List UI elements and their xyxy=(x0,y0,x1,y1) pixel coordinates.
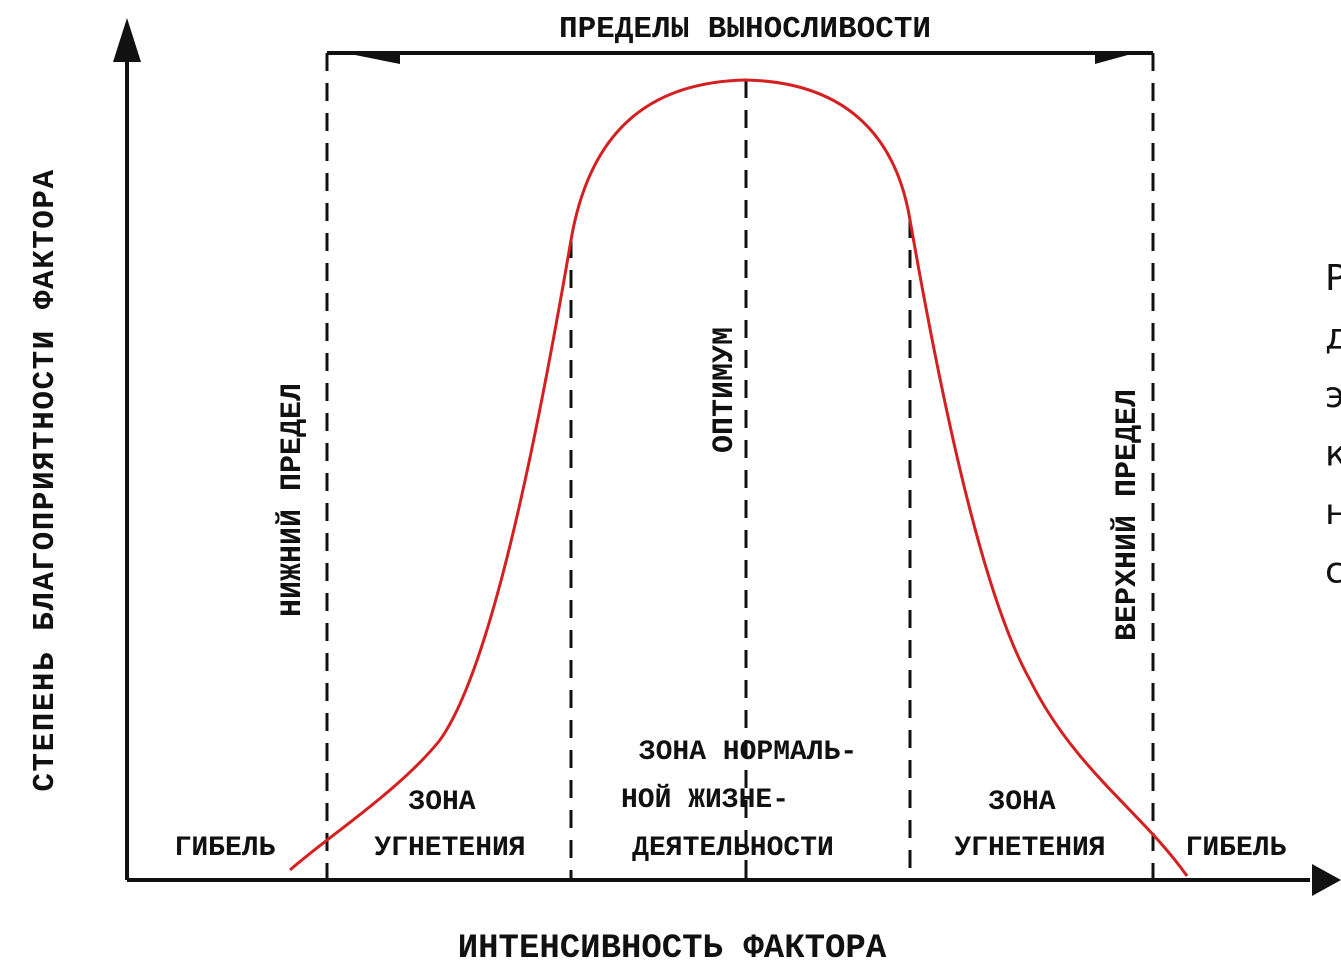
zone-label: ЗОНА xyxy=(408,787,475,818)
title: ПРЕДЕЛЫ ВЫНОСЛИВОСТИ xyxy=(559,12,931,47)
side-text-line: э xyxy=(1325,375,1341,416)
zone-label: НОЙ ЖИЗНЕ- xyxy=(621,784,789,816)
zone-label: УГНЕТЕНИЯ xyxy=(954,833,1105,864)
x-arrow xyxy=(1312,864,1341,896)
side-text-line: с xyxy=(1325,551,1341,592)
bracket-arrow-right xyxy=(1095,53,1135,64)
side-text-line: н xyxy=(1325,492,1341,533)
zone-label: ЗОНА НОРМАЛЬ- xyxy=(639,737,857,768)
lower-limit-label: НИЖНИЙ ПРЕДЕЛ xyxy=(275,383,310,617)
tolerance-curve xyxy=(289,78,1189,877)
zone-label: ГИБЕЛЬ xyxy=(1186,833,1287,864)
zone-label: ЗОНА xyxy=(988,787,1055,818)
zone-label: ГИБЕЛЬ xyxy=(175,833,276,864)
zone-label: УГНЕТЕНИЯ xyxy=(374,833,525,864)
zone-label: ДЕЯТЕЛЬНОСТИ xyxy=(632,833,834,864)
optimum-label: ОПТИМУМ xyxy=(708,327,742,453)
side-text-line: д xyxy=(1325,317,1341,358)
side-text-line: Р xyxy=(1325,258,1341,299)
y-axis-label: СТЕПЕНЬ БЛАГОПРИЯТНОСТИ ФАКТОРА xyxy=(28,168,63,791)
upper-limit-label: ВЕРХНИЙ ПРЕДЕЛ xyxy=(1110,389,1145,641)
y-arrow xyxy=(113,18,141,62)
x-axis-label: ИНТЕНСИВНОСТЬ ФАКТОРА xyxy=(458,930,887,964)
bracket-arrow-left xyxy=(345,53,400,64)
side-text-line: к xyxy=(1325,434,1341,475)
